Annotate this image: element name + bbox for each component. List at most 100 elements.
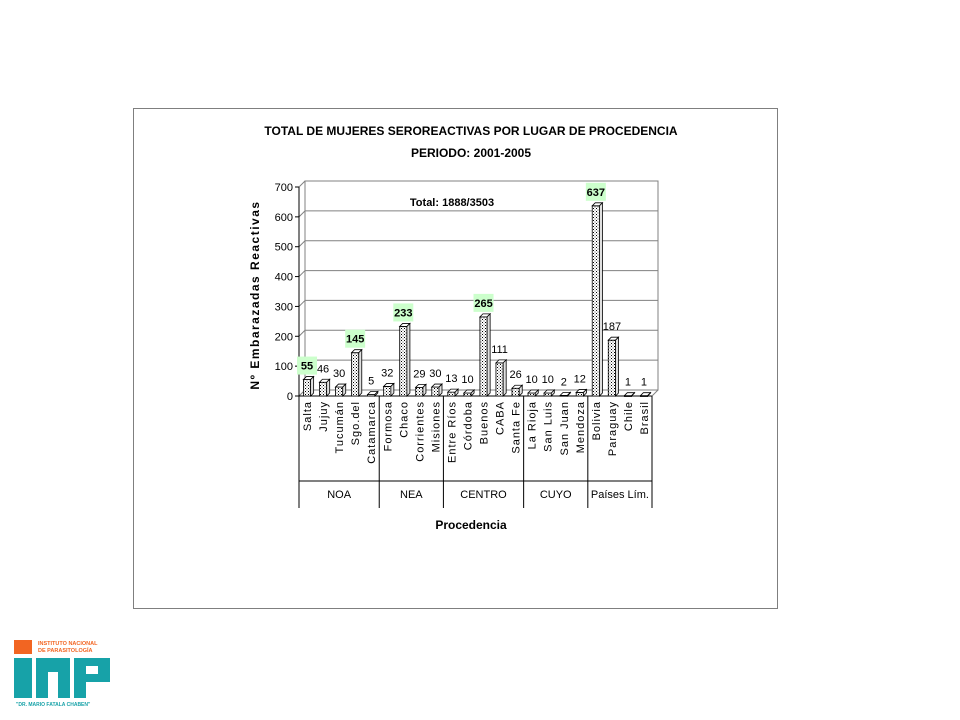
data-label-3: 145 <box>346 334 364 346</box>
bar-8 <box>431 386 440 397</box>
bar-chart: TOTAL DE MUJERES SEROREACTIVAS POR LUGAR… <box>248 124 678 532</box>
bar-9 <box>447 391 456 397</box>
bar-3 <box>351 352 360 397</box>
data-label-box-18 <box>585 182 606 201</box>
bar-side-6 <box>406 322 411 397</box>
bar-1 <box>319 381 328 397</box>
data-label-14: 10 <box>526 374 538 386</box>
bar-side-1 <box>326 378 331 397</box>
data-label-13: 26 <box>509 369 521 381</box>
bar-side-19 <box>615 336 619 397</box>
logo-teal-block <box>14 658 32 698</box>
data-label-1: 46 <box>317 363 329 375</box>
gridline-side <box>298 180 306 188</box>
bar-side-17 <box>583 388 587 397</box>
y-tick-label: 700 <box>275 182 293 194</box>
bar-19 <box>607 339 616 397</box>
bar-6 <box>399 326 408 397</box>
inp-logo: INSTITUTO NACIONAL DE PARASITOLOGÍA "DR.… <box>14 638 114 708</box>
floor-edge <box>651 389 659 397</box>
bar-side-15 <box>550 389 555 397</box>
data-label-19: 187 <box>603 321 621 333</box>
gridline-side <box>298 210 306 218</box>
logo-line-3: "DR. MARIO FATALA CHABEN" <box>16 702 91 708</box>
gridline-side <box>298 240 306 248</box>
bar-side-9 <box>454 388 459 397</box>
category-label-3: Sgo.del <box>350 401 362 445</box>
data-label-20: 1 <box>625 377 631 389</box>
gridline-side <box>298 270 306 277</box>
bar-side-14 <box>534 389 539 397</box>
group-label-2: CENTRO <box>460 489 507 501</box>
y-tick-label: 400 <box>275 272 293 284</box>
data-label-16: 2 <box>561 376 567 388</box>
bar-2 <box>335 386 344 397</box>
bar-side-7 <box>422 383 427 397</box>
category-label-18: Bolivia <box>591 401 603 440</box>
data-label-18: 637 <box>587 187 605 199</box>
data-label-2: 30 <box>333 368 345 380</box>
data-label-12: 111 <box>491 344 508 356</box>
bar-side-8 <box>438 383 443 397</box>
data-label-10: 10 <box>461 374 473 386</box>
bar-side-0 <box>310 375 315 397</box>
y-tick-label: 600 <box>275 212 293 224</box>
bar-12 <box>495 362 504 397</box>
data-label-15: 10 <box>542 374 554 386</box>
bar-0 <box>303 379 312 397</box>
bar-side-20 <box>631 391 635 397</box>
category-label-10: Córdoba <box>462 401 474 450</box>
bar-5 <box>383 386 392 397</box>
category-label-2: Tucumán <box>334 401 346 453</box>
y-axis-label: Nº Embarazadas Reactivas <box>248 200 262 389</box>
category-label-12: CABA <box>495 401 507 435</box>
bar-side-2 <box>342 383 347 397</box>
gridline-side <box>298 329 306 337</box>
category-label-17: Mendoza <box>575 401 587 453</box>
group-label-3: CUYO <box>540 489 572 501</box>
chart-frame: TOTAL DE MUJERES SEROREACTIVAS POR LUGAR… <box>133 108 778 609</box>
category-label-1: Jujuy <box>318 401 330 432</box>
category-label-9: Entre Ríos <box>446 401 458 463</box>
category-label-21: Brasil <box>639 401 651 435</box>
logo-line-2: DE PARASITOLOGÍA <box>38 646 93 654</box>
category-label-16: San Juan <box>559 401 571 455</box>
group-label-1: NEA <box>400 489 423 501</box>
bar-17 <box>575 392 584 397</box>
bar-13 <box>511 387 520 397</box>
data-label-21: 1 <box>641 377 647 389</box>
logo-line-1: INSTITUTO NACIONAL <box>38 641 98 647</box>
bar-10 <box>463 392 472 397</box>
gridline-side <box>298 300 306 307</box>
logo-inp-mark <box>36 658 110 698</box>
category-label-15: San Luis <box>543 401 555 452</box>
y-tick-label: 300 <box>275 301 293 313</box>
chart-annotation: Total: 1888/3503 <box>410 197 494 209</box>
bar-side-12 <box>502 358 507 397</box>
data-label-4: 5 <box>368 376 374 388</box>
y-tick-label: 0 <box>287 391 293 403</box>
bar-11 <box>479 316 488 397</box>
bar-side-13 <box>518 384 523 397</box>
bar-7 <box>415 386 424 397</box>
data-label-11: 265 <box>474 298 492 310</box>
data-label-box-0 <box>297 356 318 375</box>
bar-side-11 <box>486 312 491 397</box>
y-tick-label: 100 <box>275 361 293 373</box>
data-label-9: 13 <box>445 373 457 385</box>
y-tick-label: 500 <box>275 242 293 254</box>
data-label-8: 30 <box>429 368 441 380</box>
bar-side-18 <box>599 201 603 397</box>
y-tick-label: 200 <box>275 331 293 343</box>
data-label-0: 55 <box>301 361 313 373</box>
chart-title: TOTAL DE MUJERES SEROREACTIVAS POR LUGAR… <box>264 124 677 138</box>
bar-side-5 <box>390 382 395 397</box>
category-label-4: Catamarca <box>366 401 378 464</box>
category-label-13: Santa Fe <box>511 401 523 454</box>
group-label-4: Países Lím. <box>591 489 649 501</box>
data-label-box-3 <box>345 329 366 348</box>
bar-14 <box>527 392 536 397</box>
category-label-5: Formosa <box>382 401 394 451</box>
category-label-0: Salta <box>302 401 314 431</box>
bar-15 <box>543 392 552 397</box>
